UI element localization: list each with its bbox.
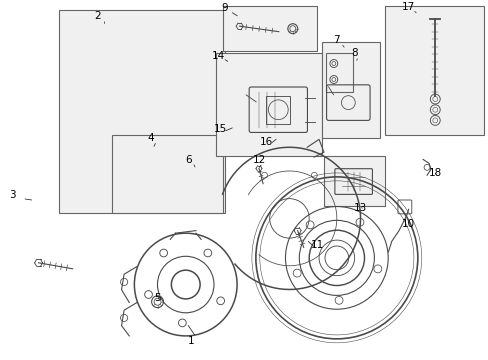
Bar [384, 6, 483, 135]
Text: 10: 10 [401, 219, 414, 229]
Text: 16: 16 [259, 137, 272, 147]
Text: 2: 2 [94, 10, 101, 21]
Text: 3: 3 [9, 190, 16, 200]
Bar [266, 96, 289, 123]
Bar [59, 10, 224, 213]
Text: 17: 17 [401, 2, 414, 12]
Text: 18: 18 [428, 168, 441, 178]
Bar [111, 135, 223, 213]
Bar [324, 156, 384, 206]
Text: 7: 7 [332, 35, 339, 45]
Bar [321, 42, 379, 138]
Text: 11: 11 [310, 240, 323, 250]
Text: 12: 12 [252, 154, 265, 165]
Bar [223, 6, 316, 51]
Text: 14: 14 [211, 51, 224, 61]
Text: 13: 13 [353, 203, 366, 212]
Text: 9: 9 [222, 3, 228, 13]
Text: 15: 15 [213, 124, 226, 134]
Bar [325, 53, 352, 92]
Text: 8: 8 [350, 48, 357, 58]
Bar [215, 53, 321, 156]
Text: 4: 4 [147, 133, 153, 143]
Text: 5: 5 [154, 293, 161, 303]
Text: 1: 1 [188, 336, 194, 346]
Text: 6: 6 [185, 154, 192, 165]
